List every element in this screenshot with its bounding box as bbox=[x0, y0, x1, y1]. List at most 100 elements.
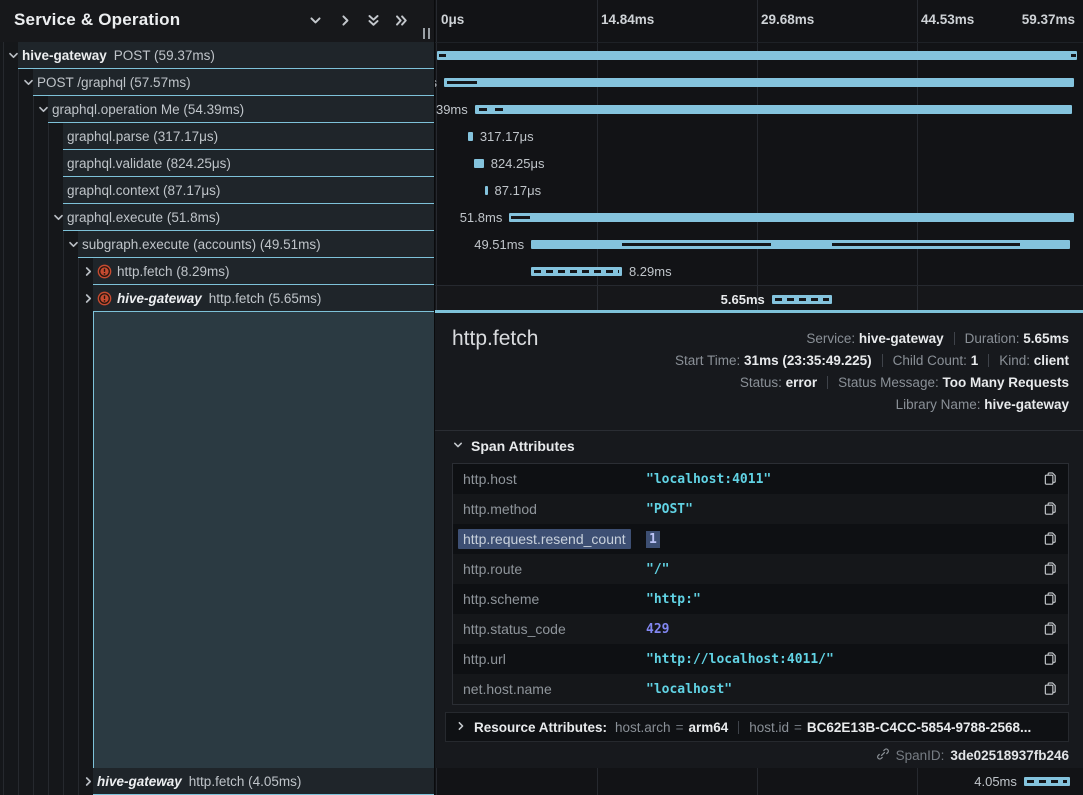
span-tree-row[interactable]: http.fetch (8.29ms) bbox=[0, 258, 434, 285]
span-tree-panel: hive-gatewayPOST (59.37ms)POST /graphql … bbox=[0, 0, 434, 795]
attribute-key: http.url bbox=[463, 651, 506, 667]
timeline-row[interactable]: 57.57ms bbox=[435, 69, 1083, 96]
duration-label: 317.17μs bbox=[480, 129, 534, 144]
timeline-row[interactable]: 51.8ms bbox=[435, 204, 1083, 231]
span-tree-row[interactable]: graphql.parse (317.17μs) bbox=[0, 123, 434, 150]
timeline-row[interactable]: 49.51ms bbox=[435, 231, 1083, 258]
span-attributes-header[interactable]: Span Attributes bbox=[452, 438, 575, 454]
panel-title: Service & Operation bbox=[14, 10, 180, 30]
span-duration-bar[interactable] bbox=[531, 267, 622, 276]
copy-icon[interactable] bbox=[1042, 651, 1058, 667]
meta-label: Duration: bbox=[965, 331, 1024, 346]
copy-icon[interactable] bbox=[1042, 471, 1058, 487]
meta-label: Start Time: bbox=[675, 353, 744, 368]
link-icon[interactable] bbox=[876, 747, 890, 764]
meta-value: 1 bbox=[971, 353, 979, 368]
duration-label: 824.25μs bbox=[491, 156, 545, 171]
span-tree-row[interactable]: hive-gatewayhttp.fetch (4.05ms) bbox=[0, 768, 434, 795]
timeline-row[interactable]: 54.39ms bbox=[435, 96, 1083, 123]
chevron-down-icon[interactable] bbox=[67, 238, 80, 251]
span-row-content: graphql.operation Me (54.39ms) bbox=[48, 96, 434, 123]
timeline-row[interactable]: 4.05ms bbox=[435, 768, 1083, 795]
span-id-value: 3de02518937fb246 bbox=[950, 748, 1069, 763]
copy-icon[interactable] bbox=[1042, 621, 1058, 637]
operation-name: graphql.execute (51.8ms) bbox=[67, 210, 220, 225]
timeline-row[interactable]: 317.17μs bbox=[435, 123, 1083, 150]
span-duration-bar[interactable] bbox=[531, 240, 1070, 249]
span-title: http.fetch bbox=[452, 327, 538, 351]
span-tree-row[interactable]: hive-gatewayhttp.fetch (5.65ms) bbox=[0, 285, 434, 312]
span-tree-row[interactable]: subgraph.execute (accounts) (49.51ms) bbox=[0, 231, 434, 258]
resource-key: host.arch bbox=[615, 720, 671, 735]
span-duration-bar[interactable] bbox=[485, 186, 488, 195]
panel-resize-handle[interactable] bbox=[421, 26, 431, 39]
chevron-right-icon[interactable] bbox=[82, 775, 95, 788]
chevron-right-icon[interactable] bbox=[82, 292, 95, 305]
child-span-segment bbox=[439, 54, 446, 57]
copy-icon[interactable] bbox=[1042, 591, 1058, 607]
timeline-row[interactable] bbox=[435, 42, 1083, 69]
span-duration-bar[interactable] bbox=[437, 51, 1077, 60]
axis-tick-label: 44.53ms bbox=[921, 12, 974, 27]
span-tree-row[interactable]: graphql.execute (51.8ms) bbox=[0, 204, 434, 231]
chevron-down-icon[interactable] bbox=[52, 211, 65, 224]
copy-icon[interactable] bbox=[1042, 531, 1058, 547]
span-duration-bar[interactable] bbox=[1024, 777, 1070, 786]
span-row-content: hive-gatewayhttp.fetch (4.05ms) bbox=[93, 768, 434, 795]
chevron-right-icon[interactable] bbox=[82, 265, 95, 278]
copy-icon[interactable] bbox=[1042, 561, 1058, 577]
attribute-value: "localhost:4011" bbox=[646, 472, 771, 487]
timeline-row[interactable]: 5.65ms bbox=[435, 285, 1083, 312]
timeline-row[interactable]: 824.25μs bbox=[435, 150, 1083, 177]
copy-icon[interactable] bbox=[1042, 501, 1058, 517]
chevron-down-icon[interactable] bbox=[22, 76, 35, 89]
span-row-content: graphql.validate (824.25μs) bbox=[63, 150, 434, 177]
span-duration-bar[interactable] bbox=[468, 132, 472, 141]
axis-tick-label: 29.68ms bbox=[761, 12, 814, 27]
attribute-value: "http:" bbox=[646, 592, 701, 607]
attribute-row: http.method "POST" bbox=[453, 494, 1068, 524]
span-duration-bar[interactable] bbox=[474, 159, 484, 168]
span-tree-row[interactable]: graphql.context (87.17μs) bbox=[0, 177, 434, 204]
span-tree-row[interactable]: graphql.validate (824.25μs) bbox=[0, 150, 434, 177]
timeline-row[interactable]: 87.17μs bbox=[435, 177, 1083, 204]
meta-value: client bbox=[1034, 353, 1069, 368]
resource-value: BC62E13B-C4CC-5854-9788-2568... bbox=[807, 720, 1031, 735]
duration-label: 49.51ms bbox=[474, 237, 524, 252]
resource-attributes-row[interactable]: Resource Attributes: host.arch=arm64host… bbox=[445, 712, 1069, 742]
span-row-content: graphql.parse (317.17μs) bbox=[63, 123, 434, 150]
chevron-down-icon[interactable] bbox=[37, 103, 50, 116]
span-attributes-table: http.host"localhost:4011"http.method"POS… bbox=[452, 463, 1069, 705]
attribute-value: "POST" bbox=[646, 502, 693, 517]
duration-label: 51.8ms bbox=[460, 210, 503, 225]
span-duration-bar[interactable] bbox=[444, 78, 1074, 87]
meta-value: Too Many Requests bbox=[942, 375, 1069, 390]
span-tree-row[interactable]: hive-gatewayPOST (59.37ms) bbox=[0, 42, 434, 69]
chevron-right-icon[interactable] bbox=[338, 13, 354, 29]
span-tree-row[interactable]: POST /graphql (57.57ms) bbox=[0, 69, 434, 96]
span-id-footer: SpanID: 3de02518937fb246 bbox=[876, 747, 1069, 764]
duration-label: 87.17μs bbox=[495, 183, 542, 198]
attribute-key: http.method bbox=[463, 501, 537, 517]
double-chevron-right-icon[interactable] bbox=[394, 13, 410, 29]
resource-key: host.id bbox=[749, 720, 789, 735]
chevron-down-icon[interactable] bbox=[7, 49, 20, 62]
operation-name: http.fetch (8.29ms) bbox=[117, 264, 230, 279]
panel-divider[interactable] bbox=[434, 0, 435, 795]
span-tree-row[interactable]: graphql.operation Me (54.39ms) bbox=[0, 96, 434, 123]
timeline-row[interactable]: 8.29ms bbox=[435, 258, 1083, 285]
attribute-row: http.scheme"http:" bbox=[453, 584, 1068, 614]
attribute-value: "localhost" bbox=[646, 682, 732, 697]
span-duration-bar[interactable] bbox=[509, 213, 1073, 222]
chevron-down-icon[interactable] bbox=[308, 13, 324, 29]
span-duration-bar[interactable] bbox=[772, 295, 832, 304]
span-duration-bar[interactable] bbox=[475, 105, 1072, 114]
copy-icon[interactable] bbox=[1042, 681, 1058, 697]
axis-tick-label: 14.84ms bbox=[601, 12, 654, 27]
double-chevron-down-icon[interactable] bbox=[366, 13, 382, 29]
attribute-key: http.route bbox=[463, 561, 522, 577]
attribute-value: "http://localhost:4011/" bbox=[646, 652, 834, 667]
operation-name: graphql.context (87.17μs) bbox=[67, 183, 220, 198]
attribute-value: 1 bbox=[646, 531, 660, 548]
child-span-segment bbox=[495, 108, 503, 111]
